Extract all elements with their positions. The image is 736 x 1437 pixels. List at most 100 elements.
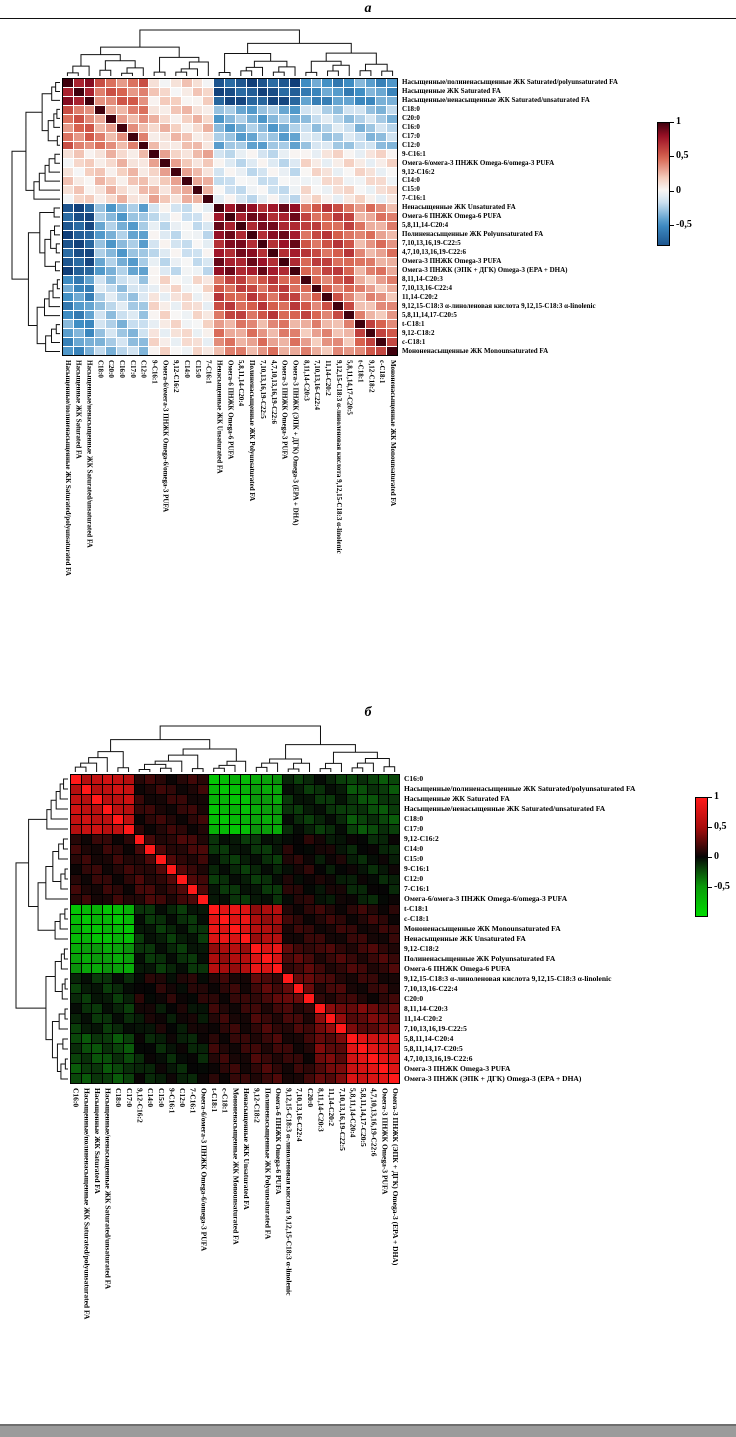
heatmap-cell: [225, 275, 235, 284]
row-label: 4,7,10,13,16,19-C22:6: [404, 1054, 473, 1063]
heatmap-cell: [257, 150, 268, 159]
heatmap-cell: [124, 964, 134, 974]
heatmap-cell: [257, 284, 268, 293]
heatmap-cell: [81, 904, 92, 914]
heatmap-cell: [304, 824, 315, 834]
heatmap-cell: [268, 221, 279, 230]
heatmap-cell: [293, 964, 304, 974]
heatmap-cell: [71, 1074, 81, 1083]
col-label: Ненасыщенные ЖК Unsaturated FA: [241, 1088, 251, 1210]
heatmap-cell: [322, 239, 333, 248]
heatmap-cell: [322, 177, 333, 186]
heatmap-cell: [311, 105, 322, 114]
heatmap-cell: [325, 1044, 336, 1054]
col-label: Омега-3 ПНЖК Omega-3 PUFA: [380, 1088, 390, 1195]
heatmap-cell: [187, 1014, 198, 1024]
heatmap-cell: [251, 834, 262, 844]
heatmap-cell: [192, 87, 203, 96]
heatmap-cell: [322, 213, 333, 221]
heatmap-cell: [145, 854, 155, 864]
heatmap-cell: [368, 1014, 378, 1024]
heatmap-cell: [272, 775, 283, 784]
heatmap-cell: [368, 904, 378, 914]
heatmap-cell: [346, 1074, 357, 1083]
heatmap-cell: [102, 1054, 113, 1064]
row-label: Насыщенные/ненасыщенные ЖК Saturated/uns…: [404, 804, 606, 813]
heatmap-cell: [81, 1064, 92, 1074]
row-label: 9,12,15-C18:3 α-линоленовая кислота 9,12…: [404, 974, 612, 983]
heatmap-cell: [272, 1054, 283, 1064]
heatmap-cell: [333, 123, 343, 132]
heatmap-cell: [289, 293, 300, 302]
heatmap-cell: [235, 338, 246, 347]
heatmap-cell: [346, 844, 357, 854]
heatmap-cell: [268, 105, 279, 114]
heatmap-cell: [203, 87, 214, 96]
heatmap-cell: [160, 177, 171, 186]
heatmap-cell: [376, 87, 387, 96]
heatmap-cell: [268, 204, 279, 213]
heatmap-cell: [71, 844, 81, 854]
heatmap-cell: [81, 1054, 92, 1064]
col-label: c-C18:1: [378, 360, 387, 384]
heatmap-cell: [325, 1034, 336, 1044]
heatmap-cell: [166, 824, 177, 834]
heatmap-cell: [138, 159, 149, 168]
heatmap-cell: [113, 784, 124, 794]
heatmap-cell: [272, 804, 283, 814]
heatmap-cell: [230, 1014, 240, 1024]
heatmap-cell: [81, 974, 92, 984]
col-label: c-C18:1: [220, 1088, 230, 1113]
heatmap-cell: [300, 195, 311, 204]
heatmap-cell: [246, 141, 257, 150]
heatmap-cell: [251, 854, 262, 864]
heatmap-cell: [73, 311, 84, 320]
colorbar-a: [657, 122, 670, 246]
heatmap-cell: [376, 105, 387, 114]
heatmap-cell: [354, 266, 365, 275]
heatmap-cell: [160, 248, 171, 257]
heatmap-cell: [376, 320, 387, 329]
heatmap-cell: [257, 123, 268, 132]
heatmap-cell: [240, 874, 251, 884]
heatmap-cell: [322, 114, 333, 123]
heatmap-cell: [106, 159, 117, 168]
heatmap-cell: [95, 266, 106, 275]
heatmap-cell: [365, 96, 376, 105]
heatmap-cell: [177, 1024, 187, 1034]
heatmap-cell: [389, 964, 399, 974]
heatmap-cell: [368, 814, 378, 824]
heatmap-cell: [279, 213, 289, 221]
heatmap-cell: [251, 844, 262, 854]
heatmap-cell: [124, 834, 134, 844]
heatmap-cell: [138, 79, 149, 87]
heatmap-cell: [336, 804, 346, 814]
heatmap-cell: [283, 794, 293, 804]
heatmap-cell: [166, 904, 177, 914]
heatmap-cell: [354, 105, 365, 114]
heatmap-cell: [84, 150, 95, 159]
heatmap-cell: [246, 302, 257, 311]
heatmap-cell: [214, 320, 225, 329]
heatmap-cell: [257, 105, 268, 114]
heatmap-cell: [304, 874, 315, 884]
top-rule: [0, 18, 736, 19]
heatmap-cell: [106, 275, 117, 284]
heatmap-cell: [138, 141, 149, 150]
heatmap-cell: [81, 964, 92, 974]
heatmap-cell: [149, 266, 160, 275]
heatmap-cell: [124, 934, 134, 944]
heatmap-cell: [219, 894, 230, 904]
heatmap-cell: [214, 79, 225, 87]
heatmap-cell: [378, 904, 389, 914]
heatmap-cell: [365, 213, 376, 221]
heatmap-cell: [192, 275, 203, 284]
heatmap-cell: [127, 213, 138, 221]
heatmap-cell: [171, 320, 181, 329]
heatmap-cell: [124, 775, 134, 784]
heatmap-cell: [378, 814, 389, 824]
heatmap-cell: [92, 1064, 102, 1074]
heatmap-cell: [73, 204, 84, 213]
heatmap-cell: [171, 329, 181, 338]
heatmap-cell: [187, 1064, 198, 1074]
